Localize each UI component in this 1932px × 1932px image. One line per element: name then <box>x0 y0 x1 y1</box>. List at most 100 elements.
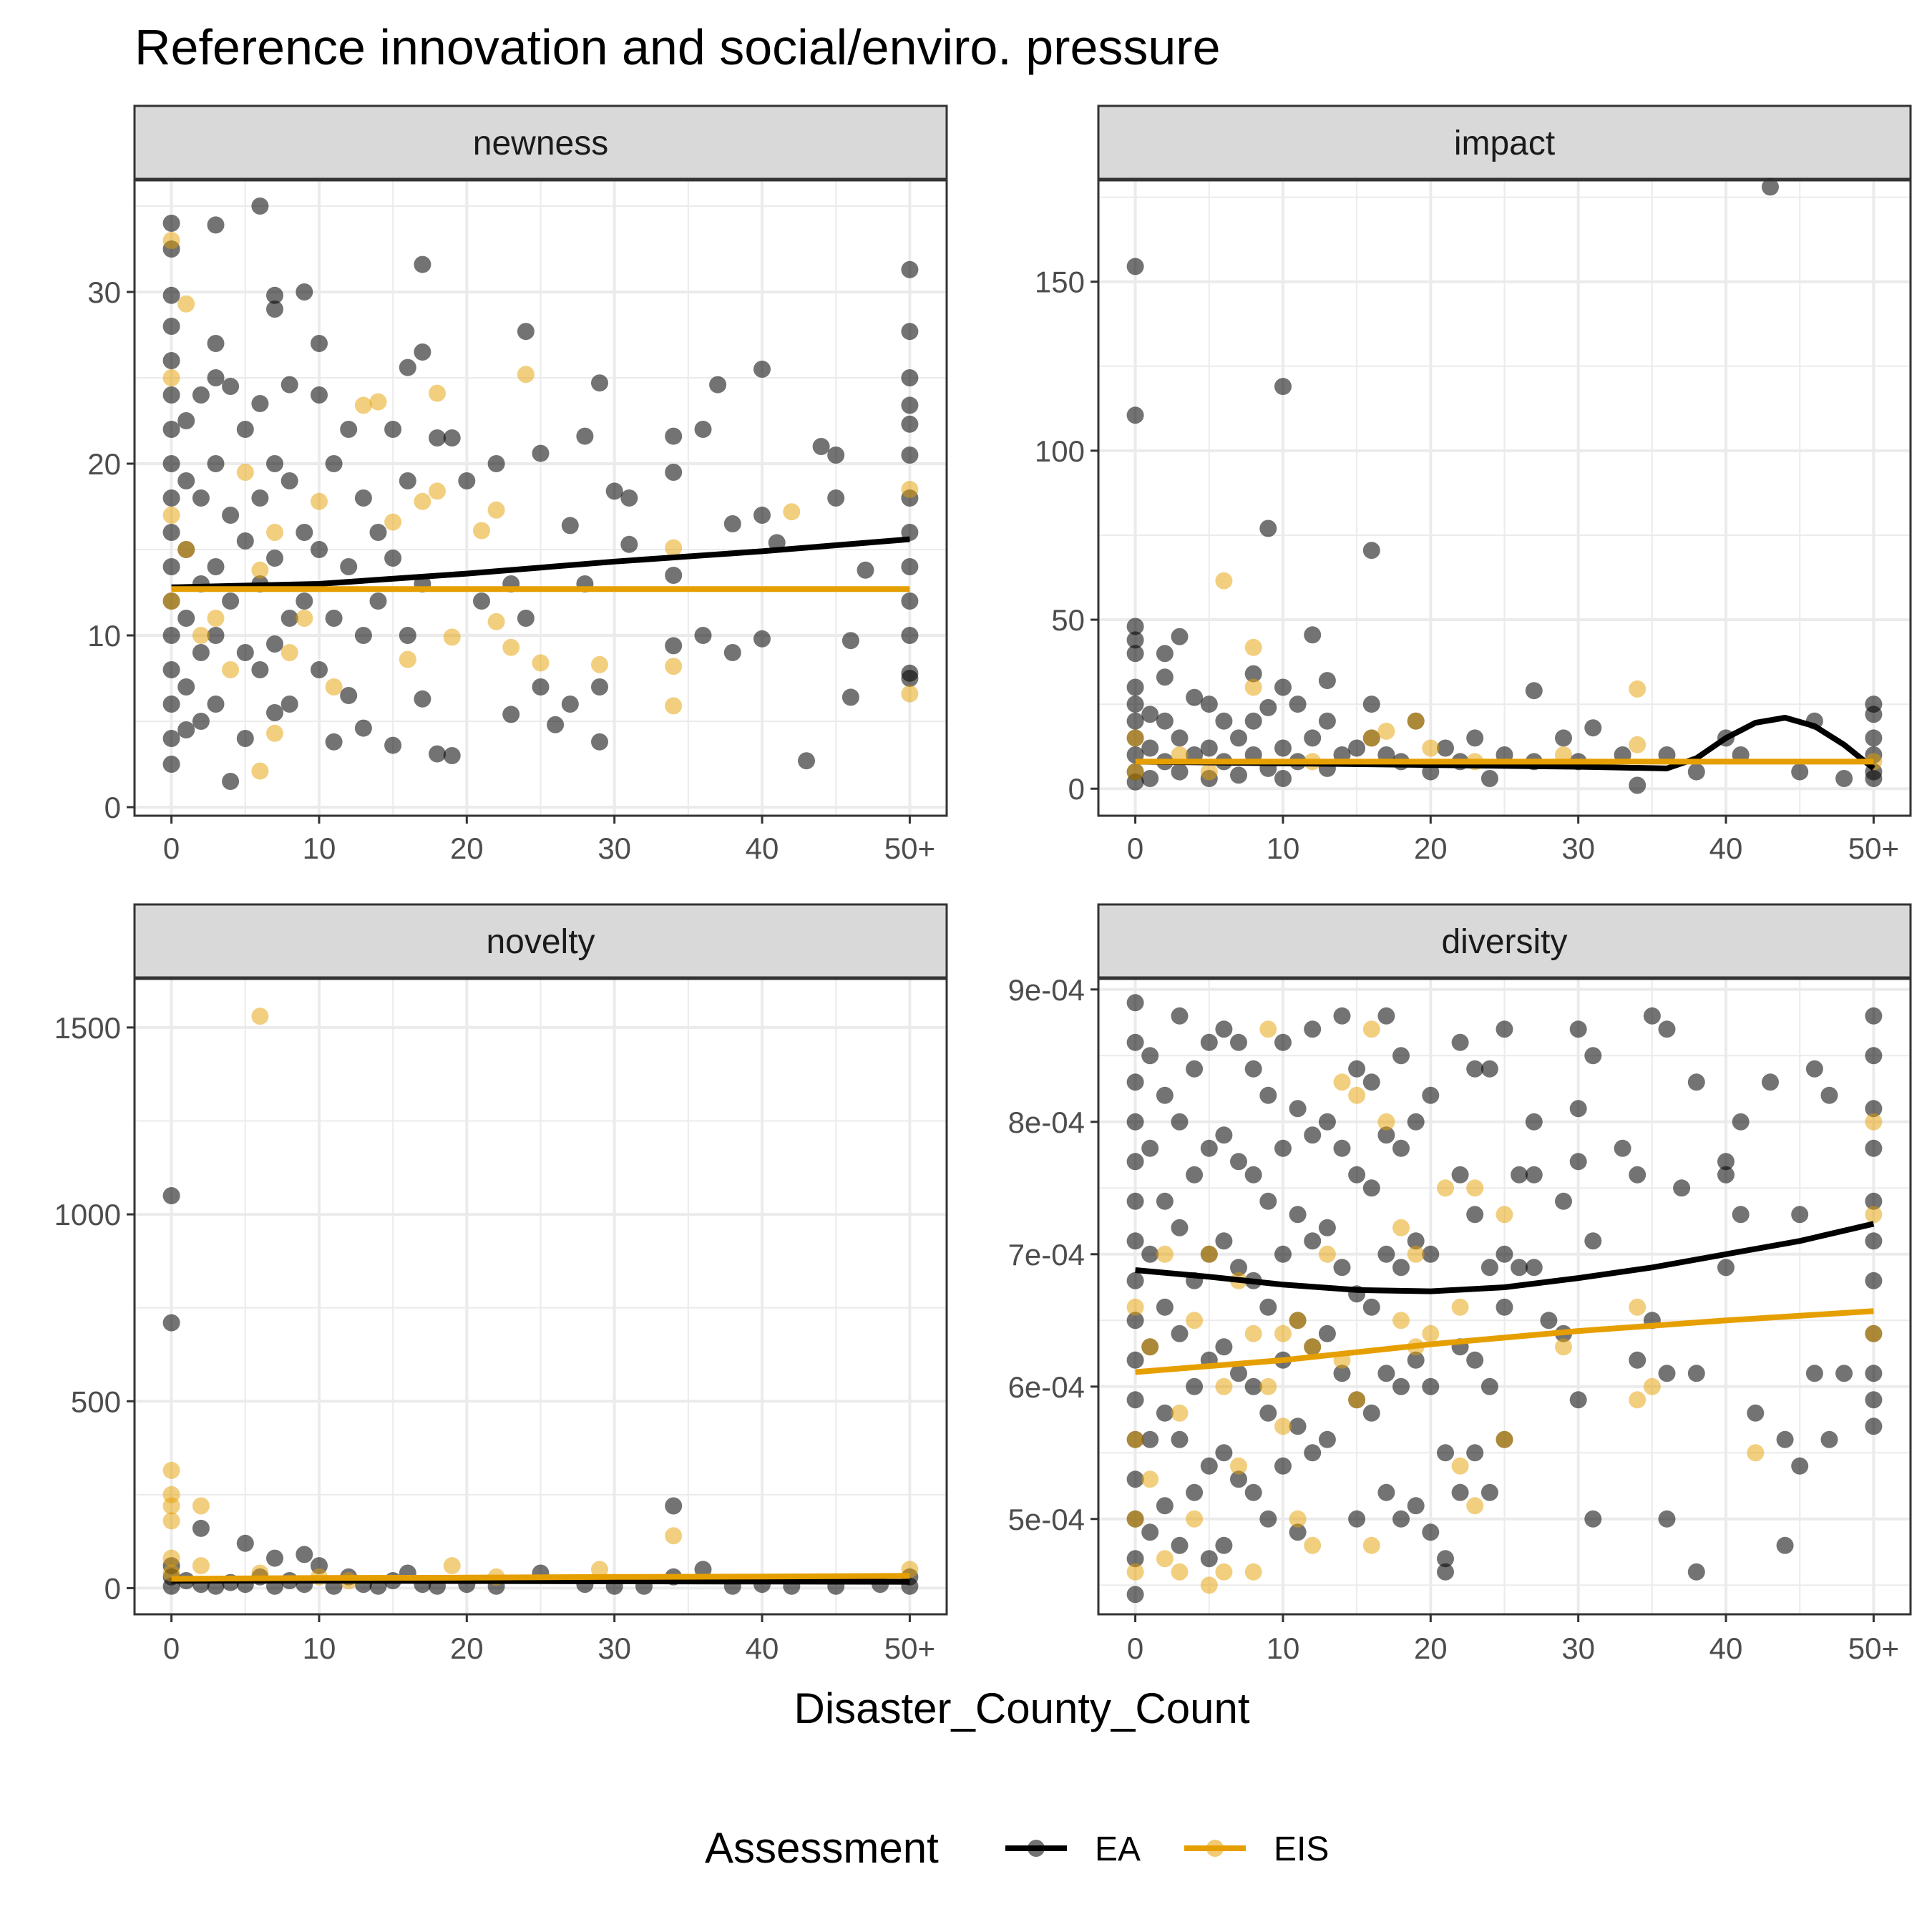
data-point-EIS <box>1200 1245 1218 1263</box>
data-point-EIS <box>1865 1324 1883 1342</box>
data-point-EIS <box>1171 1563 1189 1581</box>
data-point-EA <box>1318 1324 1336 1342</box>
data-point-EA <box>1156 1086 1174 1104</box>
data-point-EA <box>1126 1470 1144 1488</box>
data-point-EA <box>1362 1404 1380 1422</box>
x-tick-label: 10 <box>303 1631 336 1665</box>
x-tick-label: 0 <box>163 1631 180 1665</box>
data-point-EA <box>177 678 195 696</box>
data-point-EA <box>1215 1232 1233 1250</box>
x-tick-label: 30 <box>1561 831 1595 865</box>
x-tick-label: 50+ <box>884 1631 935 1665</box>
data-point-EA <box>207 558 225 575</box>
data-point-EA <box>1422 1377 1440 1395</box>
data-point-EA <box>236 1534 254 1552</box>
data-point-EA <box>1215 1536 1233 1554</box>
data-point-EA <box>1274 1033 1292 1051</box>
data-point-EIS <box>162 232 180 249</box>
data-point-EA <box>325 733 343 751</box>
data-point-EIS <box>1333 1073 1351 1091</box>
data-point-EIS <box>1629 736 1646 753</box>
data-point-EIS <box>1259 1020 1277 1038</box>
data-point-EIS <box>665 1527 683 1545</box>
data-point-EA <box>1584 1047 1602 1065</box>
data-point-EA <box>591 374 608 392</box>
data-point-EIS <box>192 627 210 644</box>
data-point-EA <box>1200 739 1218 757</box>
data-point-EA <box>266 635 283 653</box>
data-point-EA <box>1496 1245 1513 1263</box>
data-point-EIS <box>1629 1391 1646 1409</box>
data-point-EA <box>162 286 180 304</box>
data-point-EA <box>1569 1153 1587 1171</box>
strip-background <box>133 104 948 180</box>
data-point-EA <box>162 661 180 678</box>
data-point-EA <box>901 627 919 644</box>
data-point-EA <box>665 1497 683 1515</box>
data-point-EA <box>591 678 608 696</box>
data-point-EA <box>1259 1086 1277 1104</box>
data-point-EA <box>753 507 771 524</box>
data-point-EIS <box>162 1461 180 1479</box>
data-point-EA <box>1569 1020 1587 1038</box>
data-point-EA <box>162 1314 180 1332</box>
strip-label-impact: impact <box>1454 125 1555 162</box>
x-tick-label: 0 <box>163 831 180 865</box>
strip-label-diversity: diversity <box>1441 923 1567 961</box>
legend-entry-EA: EA <box>1005 1830 1141 1868</box>
y-tick-label: 1000 <box>54 1198 121 1231</box>
data-point-EA <box>1407 1232 1425 1250</box>
x-tick-label: 30 <box>597 831 631 865</box>
data-point-EIS <box>1451 1457 1469 1475</box>
data-point-EA <box>266 301 283 318</box>
data-point-EIS <box>1289 1510 1307 1528</box>
data-point-EA <box>1126 645 1144 663</box>
data-point-EIS <box>591 655 608 673</box>
data-point-EA <box>665 427 683 445</box>
data-point-EA <box>280 610 298 627</box>
data-point-EIS <box>1126 763 1144 781</box>
data-point-EIS <box>369 393 387 411</box>
y-tick-label: 9e-04 <box>1008 973 1085 1007</box>
data-point-EA <box>665 464 683 481</box>
data-point-EA <box>1289 696 1307 713</box>
data-point-EA <box>340 421 358 438</box>
data-point-EA <box>1584 1232 1602 1250</box>
data-point-EA <box>1274 739 1292 757</box>
y-tick-label: 20 <box>87 447 121 481</box>
data-point-EA <box>901 415 919 433</box>
data-point-EA <box>1141 739 1159 757</box>
data-point-EIS <box>1377 1113 1395 1131</box>
data-point-EA <box>1407 1497 1425 1515</box>
data-point-EIS <box>192 1557 210 1575</box>
x-tick-label: 50+ <box>1848 1631 1899 1665</box>
data-point-EA <box>458 472 476 489</box>
data-point-EA <box>1171 1113 1189 1131</box>
data-point-EIS <box>1392 1312 1410 1330</box>
x-tick-label: 10 <box>1267 1631 1300 1665</box>
data-point-EIS <box>1156 1245 1174 1263</box>
data-point-EA <box>1348 739 1366 757</box>
data-point-EA <box>1820 1430 1838 1448</box>
data-point-EIS <box>325 678 343 696</box>
data-point-EA <box>1126 618 1144 635</box>
data-point-EA <box>1629 1166 1646 1184</box>
data-point-EA <box>1274 770 1292 787</box>
y-tick-label: 0 <box>1068 772 1085 806</box>
data-point-EA <box>1865 1418 1883 1435</box>
x-tick-label: 40 <box>746 831 779 865</box>
data-point-EA <box>532 444 550 462</box>
data-point-EA <box>1762 1073 1779 1091</box>
data-point-EA <box>561 517 579 535</box>
data-point-EA <box>1805 1060 1823 1078</box>
data-point-EIS <box>665 658 683 675</box>
data-point-EIS <box>901 685 919 703</box>
data-point-EIS <box>414 492 431 510</box>
data-point-EA <box>901 323 919 341</box>
y-tick-label: 50 <box>1051 603 1085 637</box>
data-point-EA <box>1865 1391 1883 1409</box>
data-point-EA <box>694 1561 712 1579</box>
data-point-EA <box>162 215 180 232</box>
data-point-EIS <box>665 539 683 557</box>
data-point-EA <box>251 197 269 215</box>
